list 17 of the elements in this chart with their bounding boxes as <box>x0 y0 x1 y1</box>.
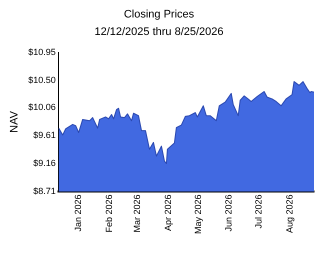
chart-title: Closing Prices <box>124 8 195 21</box>
x-tick-label: Apr 2026 <box>162 194 173 232</box>
y-tick-label: $9.16 <box>33 158 56 168</box>
y-axis-title: NAV <box>8 110 21 133</box>
x-tick-label: Jul 2026 <box>254 194 264 229</box>
x-tick-label: Aug 2026 <box>284 194 295 234</box>
y-tick-label: $10.50 <box>28 74 56 85</box>
y-tick-label: $8.71 <box>33 186 56 196</box>
x-tick-label: Mar 2026 <box>132 194 142 233</box>
y-tick-label: $10.06 <box>28 102 56 112</box>
y-tick-label: $10.95 <box>28 46 56 57</box>
y-tick-label: $9.61 <box>33 130 56 140</box>
x-tick-label: Feb 2026 <box>104 194 114 233</box>
x-tick-label: Jan 2026 <box>73 194 84 232</box>
chart-subtitle: 12/12/2025 thru 8/25/2026 <box>94 26 224 38</box>
x-tick-label: May 2026 <box>192 194 203 234</box>
x-tick-label: Jun 2026 <box>224 194 234 232</box>
